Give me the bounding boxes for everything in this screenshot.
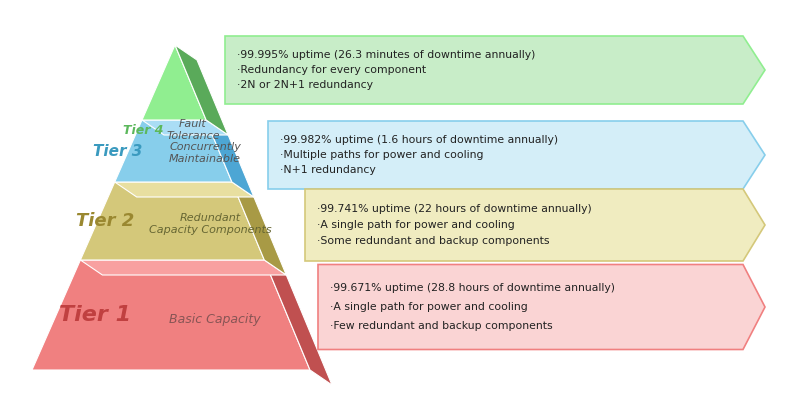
Text: ·N+1 redundancy: ·N+1 redundancy xyxy=(280,166,376,176)
Polygon shape xyxy=(80,182,264,260)
Text: ·Multiple paths for power and cooling: ·Multiple paths for power and cooling xyxy=(280,150,483,160)
Text: ·A single path for power and cooling: ·A single path for power and cooling xyxy=(317,220,514,230)
Text: ·99.982% uptime (1.6 hours of downtime annually): ·99.982% uptime (1.6 hours of downtime a… xyxy=(280,134,558,144)
Text: Tier 3: Tier 3 xyxy=(94,144,142,158)
Polygon shape xyxy=(225,36,765,104)
Text: ·99.995% uptime (26.3 minutes of downtime annually): ·99.995% uptime (26.3 minutes of downtim… xyxy=(237,50,535,60)
Polygon shape xyxy=(175,45,228,135)
Polygon shape xyxy=(264,260,332,385)
Text: ·2N or 2N+1 redundancy: ·2N or 2N+1 redundancy xyxy=(237,80,373,90)
Text: ·99.741% uptime (22 hours of downtime annually): ·99.741% uptime (22 hours of downtime an… xyxy=(317,204,592,214)
Polygon shape xyxy=(114,182,254,197)
Text: ·A single path for power and cooling: ·A single path for power and cooling xyxy=(330,302,528,312)
Text: Fault
Tolerance: Fault Tolerance xyxy=(166,119,220,141)
Text: Redundant
Capacity Components: Redundant Capacity Components xyxy=(149,213,271,235)
Polygon shape xyxy=(305,189,765,261)
Text: ·Some redundant and backup components: ·Some redundant and backup components xyxy=(317,236,550,246)
Text: ·Few redundant and backup components: ·Few redundant and backup components xyxy=(330,321,553,331)
Polygon shape xyxy=(142,45,206,120)
Text: Tier 2: Tier 2 xyxy=(76,212,134,230)
Text: ·99.671% uptime (28.8 hours of downtime annually): ·99.671% uptime (28.8 hours of downtime … xyxy=(330,283,615,293)
Polygon shape xyxy=(114,120,232,182)
Polygon shape xyxy=(268,121,765,189)
Polygon shape xyxy=(80,260,286,275)
Text: Basic Capacity: Basic Capacity xyxy=(169,314,261,326)
Text: Concurrently
Maintainable: Concurrently Maintainable xyxy=(169,142,241,164)
Polygon shape xyxy=(318,264,765,350)
Polygon shape xyxy=(206,120,254,197)
Polygon shape xyxy=(142,120,228,135)
Polygon shape xyxy=(32,260,310,370)
Text: Tier 4: Tier 4 xyxy=(122,124,163,136)
Text: ·Redundancy for every component: ·Redundancy for every component xyxy=(237,65,426,75)
Polygon shape xyxy=(232,182,286,275)
Text: Tier 1: Tier 1 xyxy=(59,305,131,325)
